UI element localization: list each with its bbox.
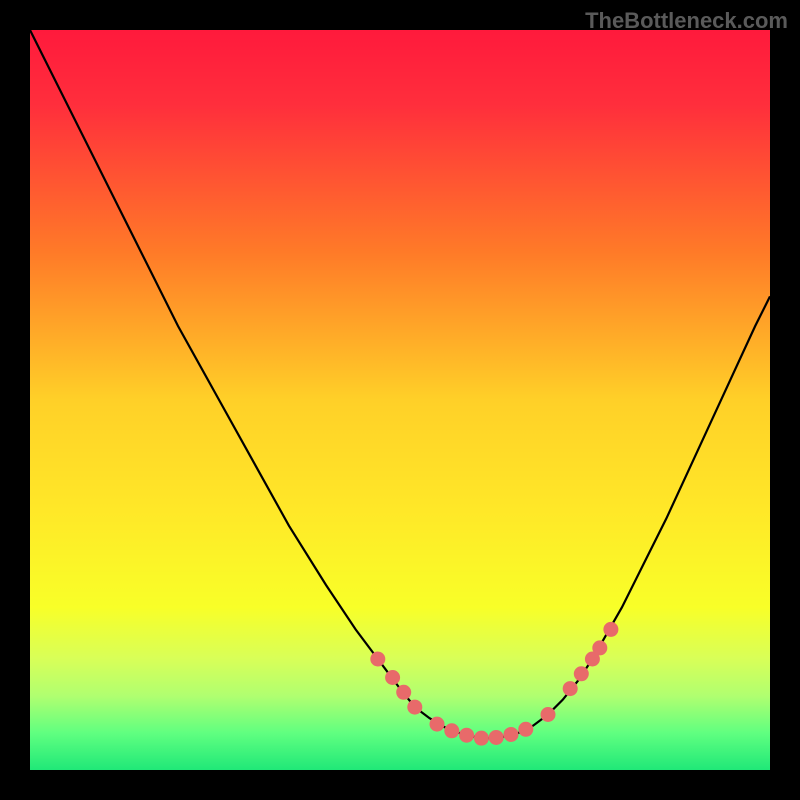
- data-marker: [459, 728, 474, 743]
- data-marker: [574, 666, 589, 681]
- chart-area: [30, 30, 770, 770]
- curve-layer: [30, 30, 770, 770]
- data-marker: [444, 723, 459, 738]
- data-marker: [603, 622, 618, 637]
- data-marker: [489, 730, 504, 745]
- data-marker: [385, 670, 400, 685]
- bottleneck-curve: [30, 30, 770, 738]
- data-marker: [563, 681, 578, 696]
- watermark-text: TheBottleneck.com: [585, 8, 788, 34]
- data-marker: [430, 717, 445, 732]
- data-marker: [396, 685, 411, 700]
- data-marker: [370, 652, 385, 667]
- data-marker: [592, 640, 607, 655]
- marker-group: [370, 622, 618, 746]
- data-marker: [518, 722, 533, 737]
- data-marker: [541, 707, 556, 722]
- data-marker: [474, 731, 489, 746]
- data-marker: [504, 727, 519, 742]
- data-marker: [407, 700, 422, 715]
